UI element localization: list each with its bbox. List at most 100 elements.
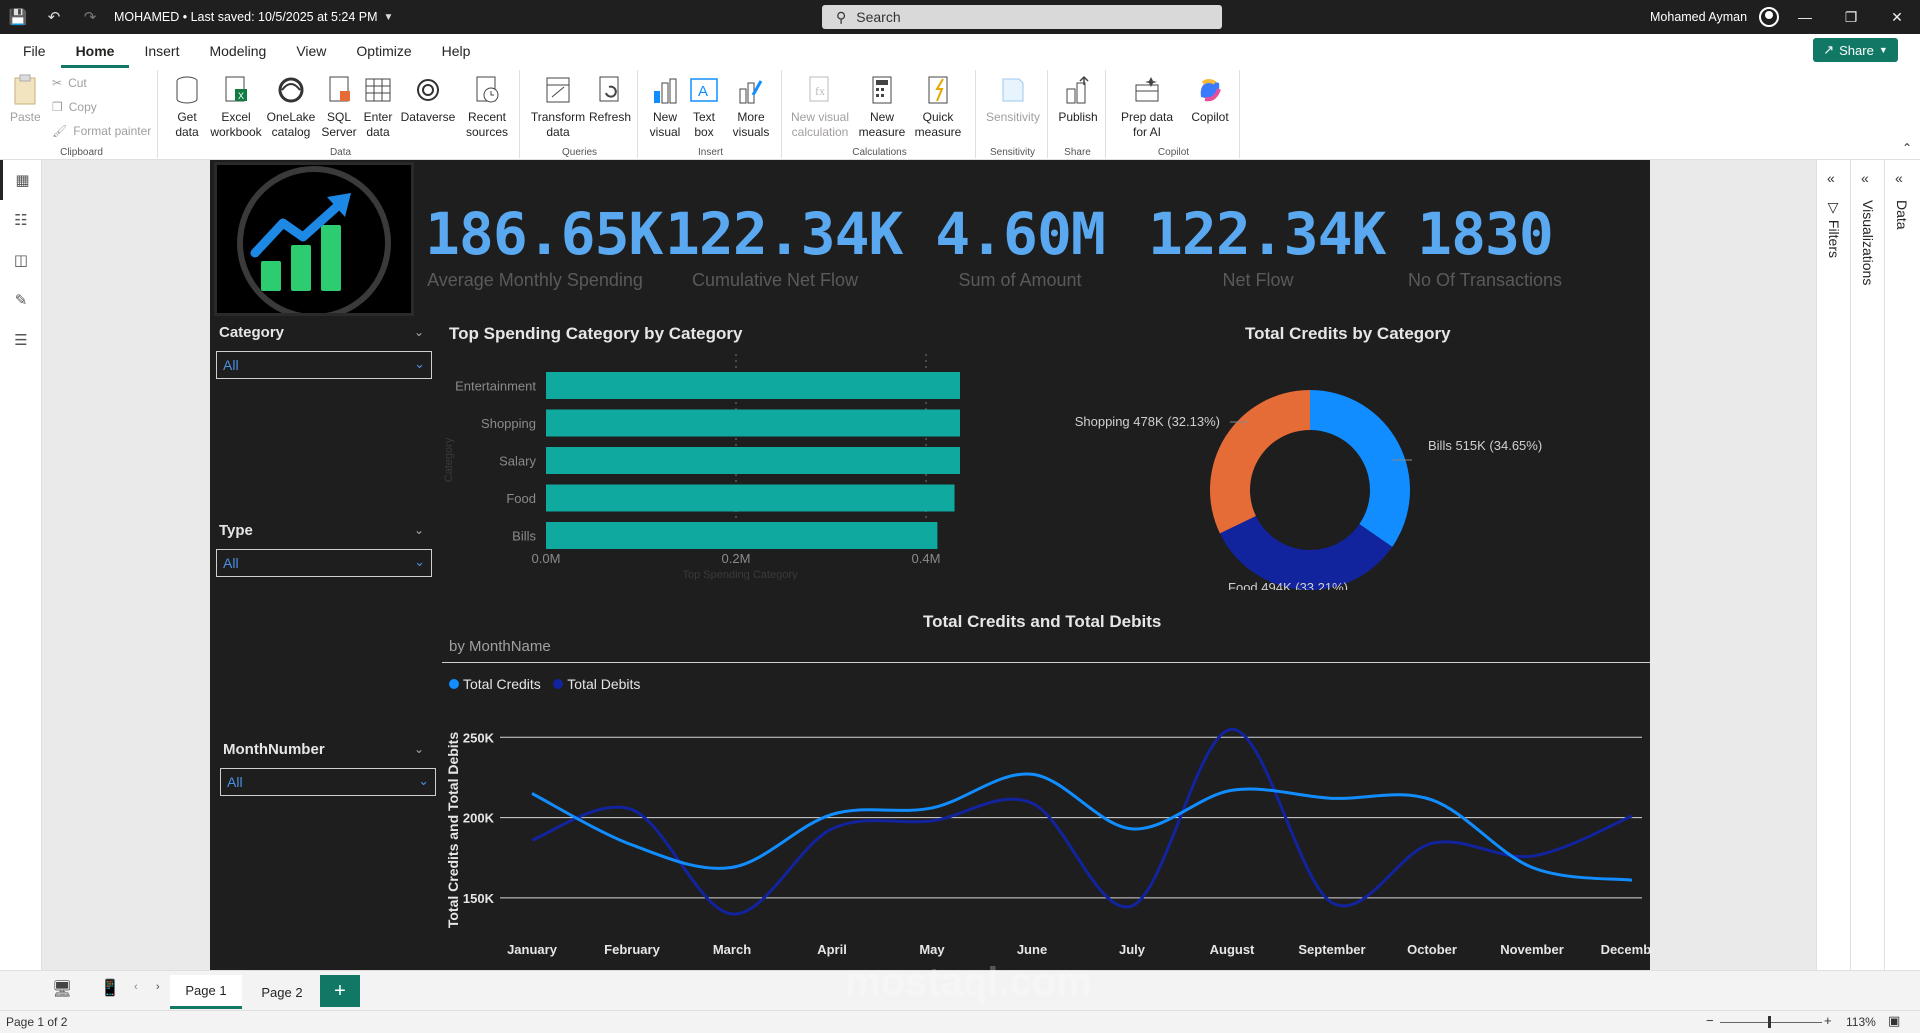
chevron-down-icon: ⌄ [414, 554, 425, 569]
transform-data-button[interactable]: Transform data [530, 74, 586, 140]
calculator-icon [867, 74, 897, 106]
quick-measure-button[interactable]: Quick measure [910, 74, 966, 140]
bar-chart[interactable]: 0.0M 0.2M 0.4M Entertainment Shopping Salary F… [440, 350, 960, 580]
zoom-slider-thumb[interactable] [1768, 1016, 1771, 1028]
fit-to-page-icon[interactable]: ▣ [1888, 1013, 1901, 1028]
tab-view[interactable]: View [296, 43, 327, 59]
format-painter-button[interactable]: 🖌 Format painter [52, 124, 152, 138]
new-measure-button[interactable]: New measure [856, 74, 908, 140]
tab-home[interactable]: Home [60, 34, 130, 68]
chevron-left-icon[interactable]: ‹ [134, 981, 138, 993]
visualizations-pane-collapsed[interactable]: « Visualizations [1850, 160, 1884, 970]
enter-data-button[interactable]: Enter data [360, 74, 396, 140]
slicer-title-category: Category [219, 324, 285, 341]
get-data-button[interactable]: Get data [170, 74, 204, 140]
growth-chart-icon [237, 166, 391, 320]
restore-icon[interactable]: ❐ [1844, 8, 1858, 25]
save-icon[interactable]: 💾 [8, 9, 28, 26]
tab-optimize[interactable]: Optimize [356, 43, 412, 59]
donut-chart-title: Total Credits by Category [1245, 324, 1451, 343]
zoom-in-icon[interactable]: + [1824, 1013, 1832, 1028]
y-tick-label: 150K [463, 891, 495, 906]
tab-file[interactable]: File [23, 43, 46, 59]
report-view-icon[interactable]: ▦ [0, 160, 42, 200]
tab-modeling[interactable]: Modeling [209, 43, 267, 59]
desktop-layout-icon[interactable]: 🖥 [52, 981, 73, 998]
legend-item-total-debits[interactable]: Total Debits [553, 676, 640, 692]
data-pane-collapsed[interactable]: « Data [1884, 160, 1918, 970]
publish-button[interactable]: Publish [1056, 74, 1100, 125]
quick-measure-icon [923, 74, 953, 106]
more-visuals-button[interactable]: More visuals [726, 74, 776, 140]
search-input[interactable]: ⚲ Search [822, 5, 1222, 29]
zoom-slider[interactable] [1720, 1022, 1822, 1023]
prep-data-ai-button[interactable]: Prep data for AI [1114, 74, 1180, 140]
minimize-icon[interactable]: — [1798, 9, 1812, 25]
monthnumber-slicer-dropdown[interactable]: All ⌄ [220, 768, 436, 796]
group-label: Share [1064, 147, 1091, 158]
tab-insert[interactable]: Insert [144, 43, 180, 59]
user-account[interactable]: Mohamed Ayman [1650, 0, 1780, 34]
type-slicer-dropdown[interactable]: All ⌄ [216, 549, 432, 577]
file-title[interactable]: MOHAMED • Last saved: 10/5/2025 at 5:24 … [114, 10, 378, 24]
slicer-title-type: Type [219, 522, 253, 539]
sensitivity-button[interactable]: Sensitivity [982, 74, 1044, 125]
onelake-catalog-button[interactable]: OneLake catalog [266, 74, 316, 140]
copilot-button[interactable]: Copilot [1186, 74, 1234, 125]
copy-button[interactable]: ❐ Copy [52, 100, 97, 114]
dataverse-button[interactable]: Dataverse [400, 74, 456, 125]
chevron-down-icon[interactable]: ⌄ [414, 325, 425, 339]
right-panes: « ▽ Filters « Visualizations « Data [1816, 160, 1920, 970]
chevron-down-icon[interactable]: ▼ [383, 11, 394, 23]
text-box-button[interactable]: A Text box [688, 74, 720, 140]
filters-pane-collapsed[interactable]: « ▽ Filters [1816, 160, 1850, 970]
redo-icon[interactable]: ↷ [83, 9, 97, 26]
table-view-icon[interactable]: ☷ [14, 212, 28, 229]
page-tab-page-2[interactable]: Page 2 [261, 984, 303, 1000]
close-icon[interactable]: ✕ [1891, 8, 1903, 25]
collapse-ribbon-icon[interactable]: ⌃ [1901, 141, 1912, 155]
add-page-button[interactable]: + [320, 975, 360, 1007]
undo-icon[interactable]: ↶ [47, 9, 61, 26]
page-tab-page-1[interactable]: Page 1 [170, 975, 242, 1009]
chevron-down-icon[interactable]: ⌄ [414, 742, 425, 756]
view-rail: ▦ ☷ ◫ ✎ ☰ [0, 160, 42, 970]
ribbon-group-clipboard: Paste ✂ Cut ❐ Copy 🖌 Format painter Clipboa… [6, 70, 158, 158]
category-slicer-dropdown[interactable]: All ⌄ [216, 351, 432, 379]
group-label: Insert [697, 147, 723, 158]
prep-data-icon [1132, 74, 1162, 106]
expand-icon[interactable]: « [1827, 170, 1835, 186]
bar [546, 484, 955, 512]
tab-help[interactable]: Help [441, 43, 471, 59]
legend-item-total-credits[interactable]: Total Credits [449, 676, 541, 692]
data-pane-label: Data [1894, 200, 1910, 230]
x-tick-label: May [919, 942, 945, 957]
zoom-out-icon[interactable]: − [1706, 1013, 1714, 1028]
dax-query-view-icon[interactable]: ✎ [14, 292, 28, 309]
tmdl-view-icon[interactable]: ☰ [14, 332, 28, 349]
series-line-total-debits [531, 727, 1633, 916]
expand-icon[interactable]: « [1895, 170, 1903, 186]
bar [546, 522, 938, 549]
share-button[interactable]: ↗ Share ▼ [1813, 38, 1898, 62]
cut-button[interactable]: ✂ Cut [52, 76, 87, 90]
legend-dot [553, 679, 564, 689]
x-tick-label: September [1298, 942, 1365, 957]
recent-sources-button[interactable]: Recent sources [460, 74, 514, 140]
svg-text:X: X [238, 91, 244, 101]
new-visual-calculation-button[interactable]: fx New visual calculation [788, 74, 852, 140]
chevron-down-icon[interactable]: ⌄ [414, 523, 425, 537]
paste-button[interactable]: Paste [10, 74, 41, 125]
new-visual-button[interactable]: New visual [646, 74, 684, 140]
donut-chart[interactable]: Bills 515K (34.65%) Food 494K (33.21%) Sho… [1070, 350, 1650, 590]
mobile-layout-icon[interactable]: 📱 [100, 980, 120, 997]
model-view-icon[interactable]: ◫ [13, 252, 29, 269]
line-chart[interactable]: 250K 200K 150K January February March April May… [442, 700, 1650, 970]
category-label: Bills [512, 529, 536, 544]
refresh-button[interactable]: Refresh [588, 74, 632, 125]
y-axis-title: Category [443, 437, 455, 482]
excel-workbook-button[interactable]: X Excel workbook [210, 74, 262, 140]
chevron-right-icon[interactable]: › [156, 981, 160, 993]
sql-server-button[interactable]: SQL Server [320, 74, 358, 140]
expand-icon[interactable]: « [1861, 170, 1869, 186]
